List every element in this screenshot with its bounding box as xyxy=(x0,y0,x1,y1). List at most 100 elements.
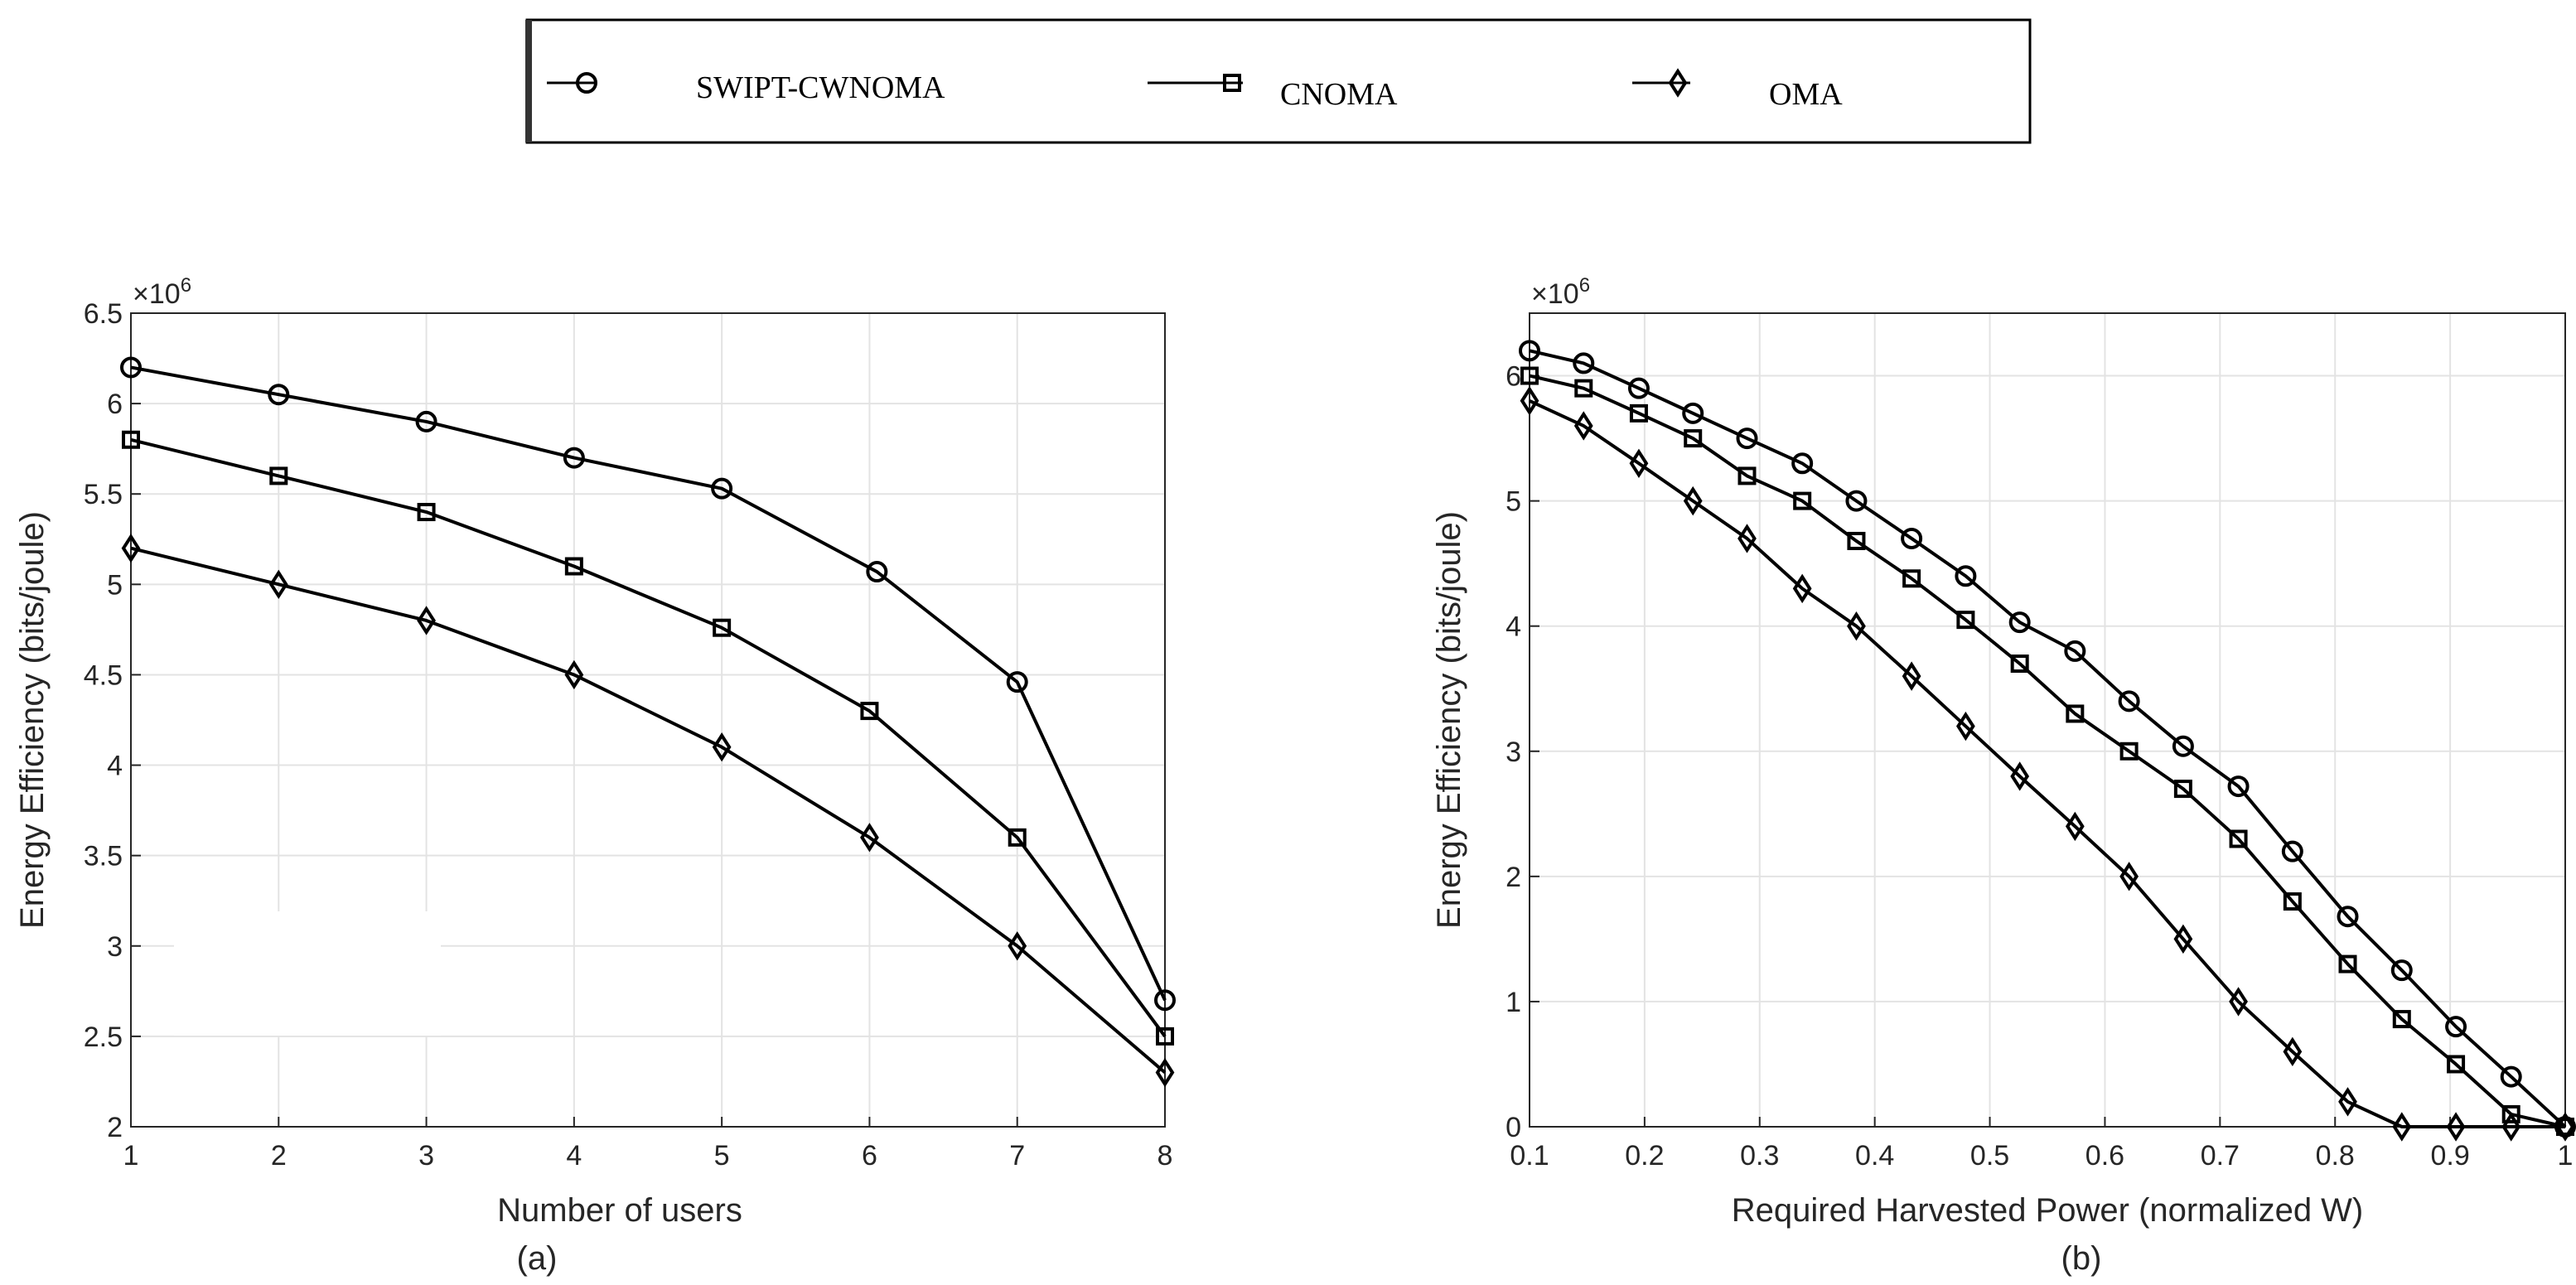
data-point-cnoma xyxy=(860,702,879,721)
diamond-marker-icon xyxy=(1668,68,1688,98)
data-point-swipt-cwnoma xyxy=(120,356,142,379)
data-point-cnoma xyxy=(1684,429,1703,448)
x-tick-label: 0.7 xyxy=(2201,1140,2240,1171)
y-tick-label: 4 xyxy=(1505,611,1521,643)
caption: (a) xyxy=(517,1240,558,1277)
x-tick-label: 6 xyxy=(862,1140,877,1171)
caption: (b) xyxy=(2061,1240,2102,1277)
data-point-oma xyxy=(2229,987,2248,1017)
legend-entry-oma: OMA xyxy=(1632,68,1843,112)
data-point-oma xyxy=(2446,1112,2466,1142)
data-point-swipt-cwnoma xyxy=(1901,527,1923,549)
data-point-swipt-cwnoma xyxy=(1845,490,1868,512)
data-point-swipt-cwnoma xyxy=(2064,640,2086,662)
data-point-swipt-cwnoma xyxy=(1682,402,1704,424)
data-point-oma xyxy=(2010,761,2030,791)
data-point-swipt-cwnoma xyxy=(2390,959,2413,982)
data-point-swipt-cwnoma xyxy=(1519,340,1540,362)
data-point-swipt-cwnoma xyxy=(711,477,733,500)
legend-box xyxy=(525,18,2032,144)
data-point-swipt-cwnoma xyxy=(2500,1065,2522,1088)
data-point-oma xyxy=(2283,1036,2303,1067)
data-point-swipt-cwnoma xyxy=(2008,611,2031,634)
x-tick-label: 0.1 xyxy=(1510,1140,1549,1171)
data-point-cnoma xyxy=(1956,611,1975,630)
chart-b: Required Harvested Power (normalized W) … xyxy=(1431,274,2576,1277)
plot-area xyxy=(1530,313,2565,1127)
data-point-oma xyxy=(1683,485,1703,516)
data-point-oma xyxy=(417,606,436,635)
blank-patch xyxy=(174,911,441,1036)
y-tick-label: 3.5 xyxy=(84,841,123,872)
data-point-cnoma xyxy=(2392,1010,2411,1029)
y-tick-label: 4 xyxy=(107,751,123,782)
data-point-oma xyxy=(1737,524,1757,553)
series-line-oma xyxy=(1529,399,2565,1128)
data-point-oma xyxy=(121,533,141,563)
y-tick-label: 6 xyxy=(1505,361,1521,393)
x-tick-label: 0.4 xyxy=(1855,1140,1894,1171)
data-point-cnoma xyxy=(269,466,288,485)
y-axis-label: Energy Efficiency (bits/joule) xyxy=(14,511,51,929)
data-point-oma xyxy=(1573,411,1593,441)
y-tick-label: 5.5 xyxy=(84,479,123,510)
legend-label: SWIPT-CWNOMA xyxy=(696,70,945,105)
data-point-cnoma xyxy=(1156,1027,1174,1046)
data-point-oma xyxy=(564,659,584,690)
circle-marker-icon xyxy=(576,72,597,94)
data-point-cnoma xyxy=(1847,531,1866,550)
data-point-swipt-cwnoma xyxy=(1006,671,1028,693)
data-point-cnoma xyxy=(1629,403,1648,423)
data-point-oma xyxy=(2119,862,2139,891)
y-tick-label: 3 xyxy=(107,931,123,963)
x-tick-label: 4 xyxy=(566,1140,582,1171)
data-point-swipt-cwnoma xyxy=(866,561,888,583)
series-line-swipt-cwnoma xyxy=(130,365,1167,1002)
data-point-oma xyxy=(2555,1112,2575,1142)
y-tick-label: 0 xyxy=(1505,1112,1521,1143)
legend: SWIPT-CWNOMA CNOMA OMA xyxy=(525,18,2032,144)
data-point-swipt-cwnoma xyxy=(563,447,585,469)
x-tick-label: 0.6 xyxy=(2085,1140,2124,1171)
series-line-oma xyxy=(130,546,1167,1075)
x-tick-label: 3 xyxy=(418,1140,434,1171)
data-point-cnoma xyxy=(564,557,583,576)
data-point-cnoma xyxy=(2066,704,2085,723)
data-point-cnoma xyxy=(2010,655,2029,674)
legend-entry-swipt-cwnoma: SWIPT-CWNOMA xyxy=(547,70,945,105)
data-point-swipt-cwnoma xyxy=(1573,352,1595,374)
data-point-cnoma xyxy=(122,430,140,449)
data-point-cnoma xyxy=(2283,892,2302,911)
data-point-oma xyxy=(1629,448,1649,478)
data-point-swipt-cwnoma xyxy=(1791,452,1814,475)
square-marker-icon xyxy=(1223,74,1241,92)
data-point-oma xyxy=(2065,811,2085,842)
x-tick-label: 1 xyxy=(2558,1140,2574,1171)
data-point-cnoma xyxy=(2173,780,2192,799)
legend-label: CNOMA xyxy=(1280,77,1398,112)
data-point-swipt-cwnoma xyxy=(2118,690,2140,713)
y-tick-label: 6 xyxy=(107,389,123,420)
axes-frame xyxy=(130,312,1166,1128)
data-point-cnoma xyxy=(1574,379,1593,398)
y-tick-label: 6.5 xyxy=(84,298,123,330)
data-point-oma xyxy=(1520,386,1539,416)
data-point-oma xyxy=(1008,931,1027,961)
x-tick-label: 2 xyxy=(271,1140,287,1171)
y-tick-label: 2 xyxy=(107,1112,123,1143)
data-point-cnoma xyxy=(2338,954,2357,973)
chart-a: Number of users (a) Energy Efficiency (b… xyxy=(14,274,1176,1277)
x-tick-label: 0.5 xyxy=(1970,1140,2009,1171)
data-point-swipt-cwnoma xyxy=(2172,735,2194,757)
data-point-cnoma xyxy=(1737,466,1757,485)
data-point-swipt-cwnoma xyxy=(1736,428,1758,450)
x-axis-label: Number of users xyxy=(497,1192,742,1229)
data-point-cnoma xyxy=(2501,1104,2520,1123)
y-tick-label: 2.5 xyxy=(84,1022,123,1053)
legend-entry-cnoma: CNOMA xyxy=(1148,74,1398,112)
x-tick-label: 0.2 xyxy=(1625,1140,1664,1171)
x-tick-label: 0.9 xyxy=(2430,1140,2469,1171)
data-point-oma xyxy=(860,823,879,853)
data-point-oma xyxy=(2392,1112,2412,1142)
